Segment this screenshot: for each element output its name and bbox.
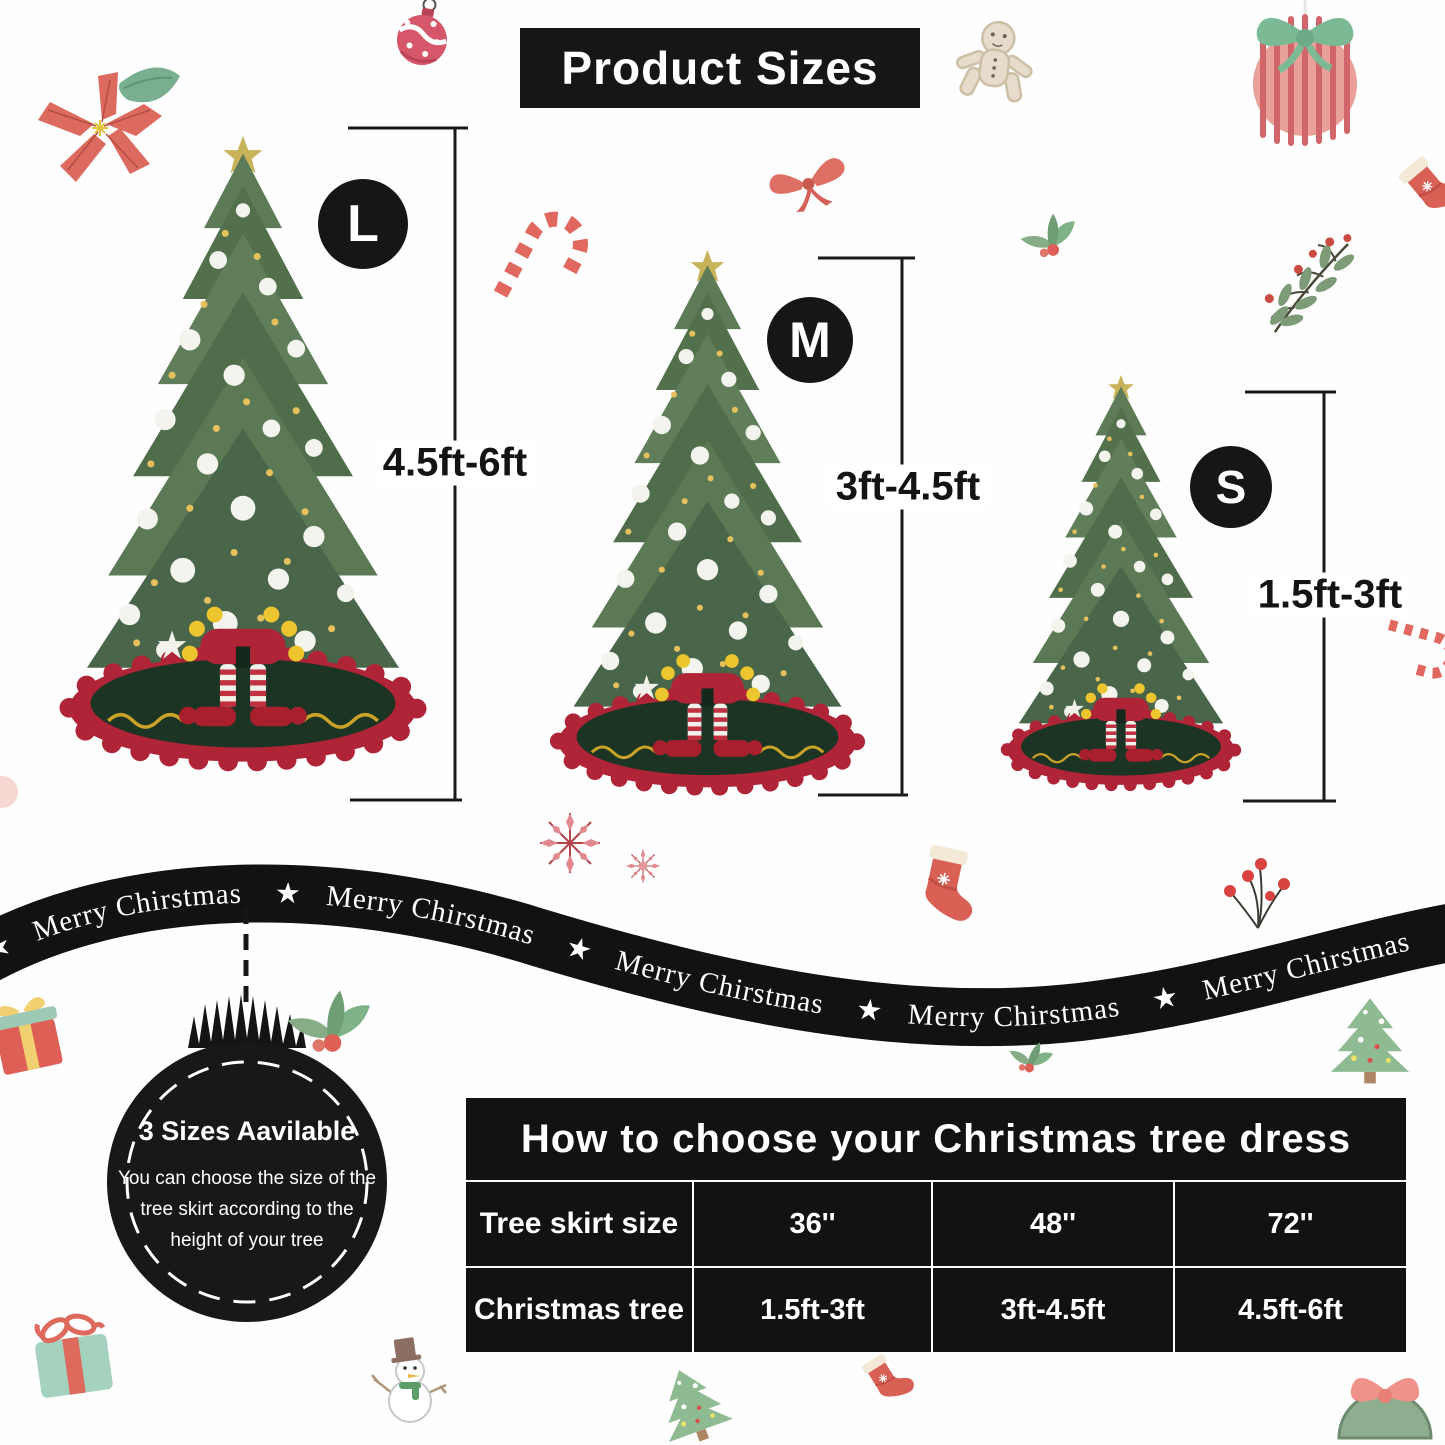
table-cell: 72'' [1173,1182,1406,1266]
mint-gift-icon [34,1313,113,1398]
holly-icon [1017,210,1080,261]
info-ball-line: height of your tree [170,1230,324,1251]
info-ball-text: 3 Sizes Aavilable You can choose the siz… [108,1116,386,1256]
red-bauble-icon [397,0,448,65]
stocking-icon [915,842,986,925]
page-title-text: Product Sizes [561,42,879,94]
size-chart-table: How to choose your Christmas tree dress … [466,1098,1406,1352]
height-range-small: 1.5ft-3ft [1249,572,1411,618]
info-ball-line: tree skirt according to the [140,1199,354,1220]
size-badge-large: L [318,179,408,269]
tree-small [1007,375,1235,785]
candy-cane-icon [1380,625,1445,677]
snowflake-icon [625,848,661,884]
snowman-icon [371,1337,447,1423]
row-label: Christmas tree [473,1293,685,1326]
table-cell: 1.5ft-3ft [692,1268,931,1352]
table-row: Christmas tree 1.5ft-3ft 3ft-4.5ft 4.5ft… [466,1266,1406,1352]
gingerbread-man-icon [955,20,1033,103]
size-badge-medium: M [767,297,853,383]
page-title: Product Sizes [520,28,920,108]
size-letter: M [789,312,831,368]
table-title: How to choose your Christmas tree dress [520,1116,1352,1161]
red-gift-icon [0,997,63,1075]
table-row: Tree skirt size 36'' 48'' 72'' [466,1180,1406,1266]
stocking-icon [1396,145,1445,223]
red-bow-icon [769,158,845,213]
table-cell: 48'' [931,1182,1173,1266]
info-ball-heading: 3 Sizes Aavilable [138,1116,356,1146]
poinsettia-icon [38,67,180,182]
snowflake-icon [539,812,601,874]
height-range-large: 4.5ft-6ft [374,440,536,486]
pink-ornament-with-bow-icon [1253,0,1357,146]
small-tree-icon [1330,998,1410,1084]
row-label: Tree skirt size [479,1207,679,1240]
info-ball-line: You can choose the size of the [117,1168,377,1189]
berry-branch-icon [1224,858,1290,929]
height-range-medium: 3ft-4.5ft [827,464,989,510]
measure-bracket-medium [818,256,915,797]
hanging-ornament-ball [107,908,387,1322]
mistletoe-sprig-icon [1264,234,1355,333]
green-bell-icon [1337,1378,1433,1440]
size-letter: L [347,195,379,253]
small-tree-icon [647,1358,737,1445]
stocking-icon [859,1346,918,1409]
table-cell: 4.5ft-6ft [1173,1268,1406,1352]
table-cell: 36'' [692,1182,931,1266]
size-badge-small: S [1190,446,1272,528]
ornament-tinsel [188,994,306,1048]
table-cell: 3ft-4.5ft [931,1268,1173,1352]
partial-ornament [0,776,18,808]
size-letter: S [1215,461,1247,513]
candy-cane-icon [501,210,590,317]
